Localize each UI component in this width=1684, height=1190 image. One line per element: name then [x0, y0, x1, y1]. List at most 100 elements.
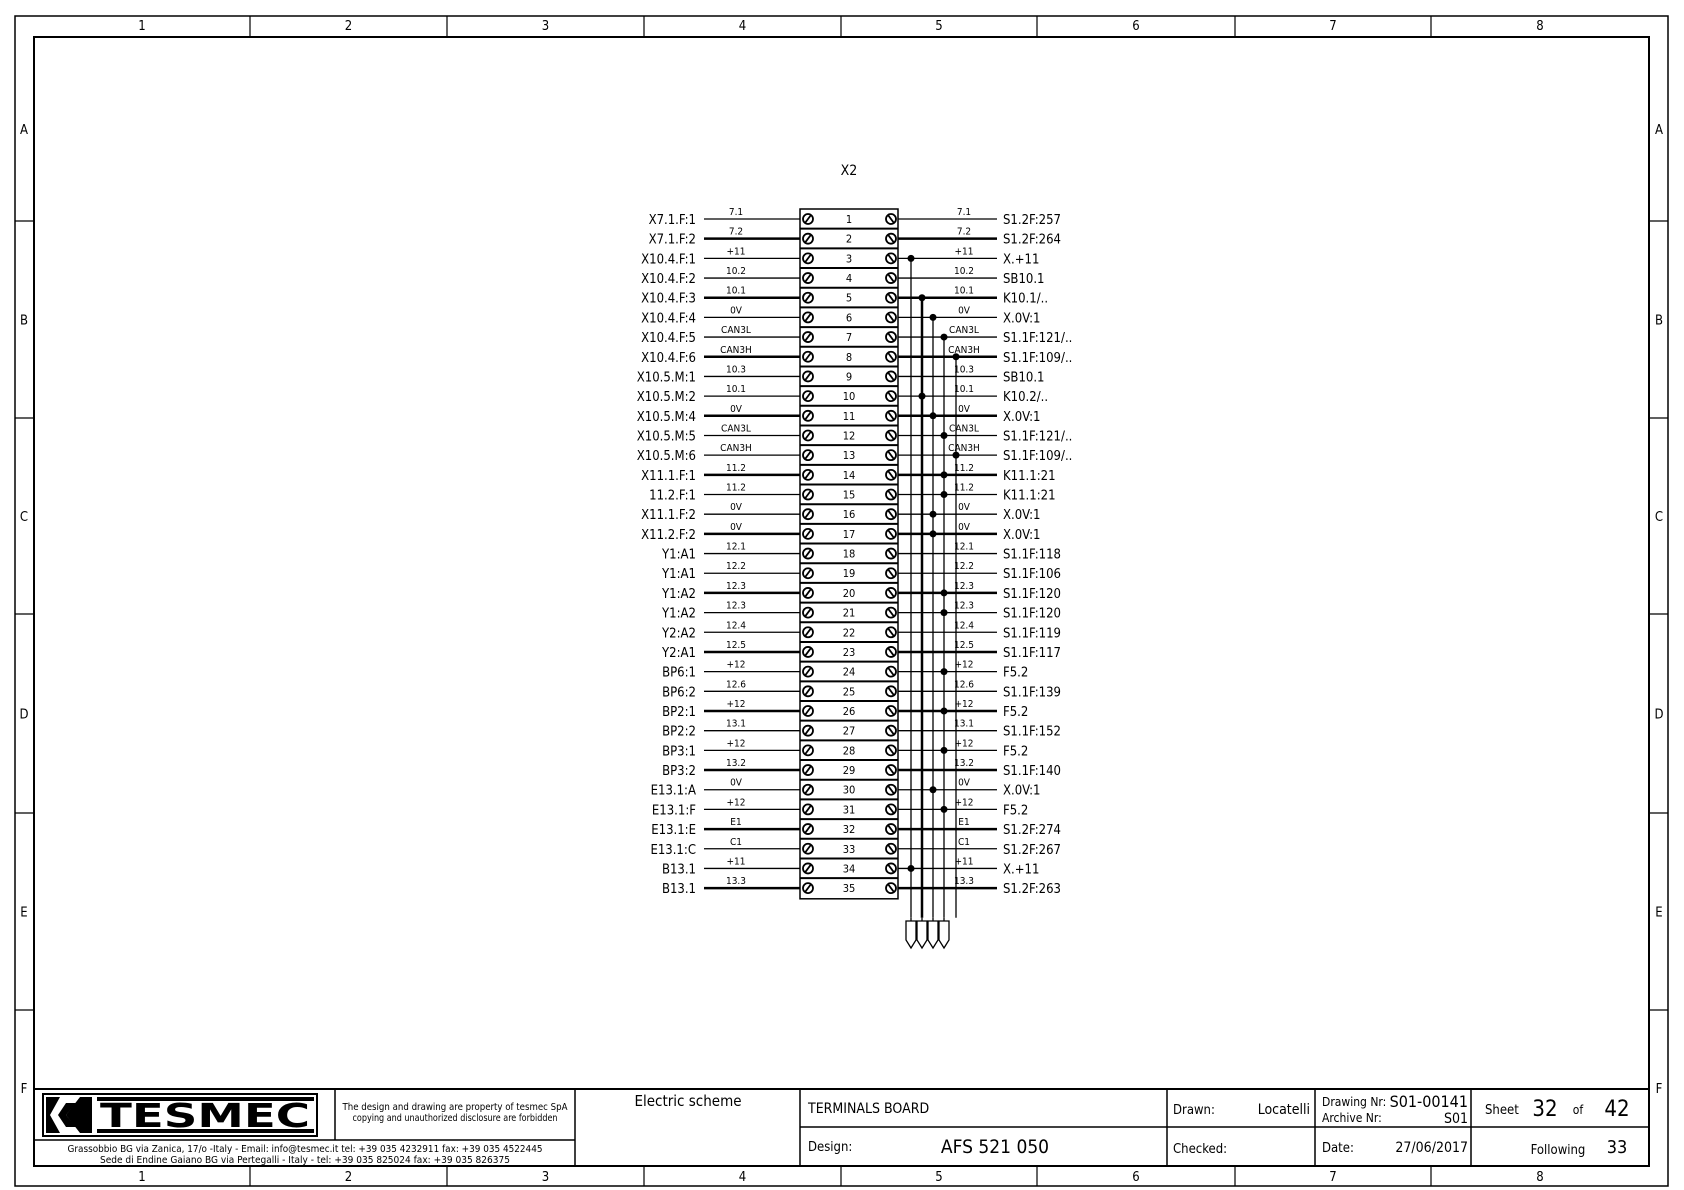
screw-icon: [885, 350, 897, 363]
terminal-number: 5: [846, 292, 852, 305]
terminal-row: X10.4.F:1 +11 3 +11 X.+11: [641, 246, 1039, 267]
left-connection-label: X11.1.F:1: [641, 469, 696, 484]
right-connection-label: K10.1/..: [1003, 292, 1048, 307]
date-label: Date:: [1322, 1141, 1354, 1156]
junction-dot: [940, 589, 948, 597]
outer-border: [14, 15, 1669, 1187]
right-wire-number: C1: [958, 837, 970, 848]
terminal-number: 10: [843, 390, 856, 403]
left-wire-number: 0V: [730, 404, 743, 415]
column-marker-bottom: 4: [739, 1170, 746, 1185]
junction-dot: [929, 786, 937, 794]
left-wire-number: 0V: [730, 778, 743, 789]
right-wire-number: 7.1: [957, 207, 971, 218]
right-connection-label: F5.2: [1003, 803, 1028, 818]
terminal-row: X10.5.M:4 0V 11 0V X.0V:1: [637, 404, 1041, 425]
right-wire-number: 12.2: [954, 561, 974, 572]
left-connection-label: X11.2.F:2: [641, 528, 696, 543]
property-notice-2: copying and unauthorized disclosure are …: [353, 1113, 558, 1124]
left-wire-number: 13.2: [726, 758, 746, 769]
junction-dot: [940, 333, 948, 341]
row-marker-right: C: [1655, 510, 1663, 525]
row-marker-left: D: [19, 708, 28, 723]
screw-icon: [802, 547, 814, 560]
right-wire-number: 12.6: [954, 679, 974, 690]
right-connection-label: S1.1F:118: [1003, 548, 1061, 563]
terminal-number: 31: [843, 803, 856, 816]
screw-icon: [802, 783, 814, 796]
terminal-number: 15: [843, 489, 856, 502]
terminal-number: 16: [843, 508, 856, 521]
archive-nr-label: Archive Nr:: [1322, 1111, 1382, 1125]
design-label: Design:: [808, 1140, 852, 1155]
screw-icon: [802, 390, 814, 403]
column-marker-bottom: 7: [1329, 1170, 1336, 1185]
left-connection-label: B13.1: [662, 862, 696, 877]
screw-icon: [802, 232, 814, 245]
terminal-number: 6: [846, 311, 852, 324]
screw-icon: [885, 291, 897, 304]
column-marker-top: 1: [138, 19, 145, 34]
right-wire-number: 0V: [958, 305, 971, 316]
screw-icon: [802, 409, 814, 422]
left-connection-label: E13.1:A: [651, 784, 696, 799]
right-wire-number: +12: [955, 797, 974, 808]
screw-icon: [885, 803, 897, 816]
column-marker-top: 3: [542, 19, 549, 34]
right-connection-label: S1.1F:121/..: [1003, 429, 1072, 444]
terminal-number: 34: [843, 862, 856, 875]
screw-icon: [802, 291, 814, 304]
screw-icon: [885, 862, 897, 875]
left-connection-label: X10.5.M:1: [637, 370, 696, 385]
terminal-number: 1: [846, 213, 852, 226]
right-connection-label: SB10.1: [1003, 272, 1044, 287]
junction-dot: [907, 864, 915, 872]
terminal-row: E13.1:A 0V 30 0V X.0V:1: [651, 778, 1041, 799]
right-connection-label: F5.2: [1003, 705, 1028, 720]
terminal-row: X11.1.F:2 0V 16 0V X.0V:1: [641, 502, 1040, 523]
screw-icon: [802, 882, 814, 895]
terminal-row: Y1:A1 12.1 18 12.1 S1.1F:118: [661, 542, 1061, 563]
screw-icon: [802, 370, 814, 383]
screw-icon: [802, 429, 814, 442]
terminal-number: 29: [843, 764, 856, 777]
left-connection-label: X10.5.M:4: [637, 410, 696, 425]
terminal-number: 18: [843, 548, 856, 561]
left-connection-label: BP6:2: [662, 685, 696, 700]
junction-dot: [940, 471, 948, 479]
right-connection-label: S1.1F:140: [1003, 764, 1061, 779]
right-connection-label: X.+11: [1003, 252, 1039, 267]
terminal-strip: X7.1.F:1 7.1 1 7.1 S1.2F:257 X7.1.F:2 7.2 2 7.2 S…: [637, 207, 1072, 900]
right-connection-label: S1.1F:106: [1003, 567, 1061, 582]
row-marker-right: F: [1656, 1082, 1663, 1097]
right-wire-number: 0V: [958, 778, 971, 789]
terminal-number: 2: [846, 233, 852, 246]
right-connection-label: S1.1F:139: [1003, 685, 1061, 700]
terminal-number: 21: [843, 607, 856, 620]
right-connection-label: X.0V:1: [1003, 410, 1040, 425]
screw-icon: [885, 823, 897, 835]
left-connection-label: BP6:1: [662, 666, 696, 681]
row-marker-left: B: [20, 314, 28, 329]
right-wire-number: 7.2: [957, 227, 971, 238]
screw-icon: [885, 468, 897, 481]
screw-icon: [885, 429, 897, 442]
continuation-arrow-icon: [927, 920, 939, 950]
left-connection-label: X10.4.F:6: [641, 351, 696, 366]
junction-dot: [929, 530, 937, 538]
column-marker-bottom: 2: [345, 1170, 352, 1185]
right-connection-label: K11.1:21: [1003, 489, 1056, 504]
left-wire-number: CAN3H: [720, 345, 752, 356]
drawing-nr-value: S01-00141: [1390, 1092, 1468, 1111]
screw-icon: [802, 685, 814, 698]
screw-icon: [802, 744, 814, 757]
terminal-number: 17: [843, 528, 856, 541]
terminal-number: 19: [843, 567, 856, 580]
right-wire-number: 12.3: [954, 581, 974, 592]
screw-icon: [885, 842, 897, 855]
row-marker-right: D: [1654, 708, 1663, 723]
column-marker-top: 6: [1132, 19, 1139, 34]
left-wire-number: +11: [727, 246, 746, 257]
logo-text: TESMEC: [100, 1096, 310, 1135]
junction-dot: [940, 609, 948, 617]
